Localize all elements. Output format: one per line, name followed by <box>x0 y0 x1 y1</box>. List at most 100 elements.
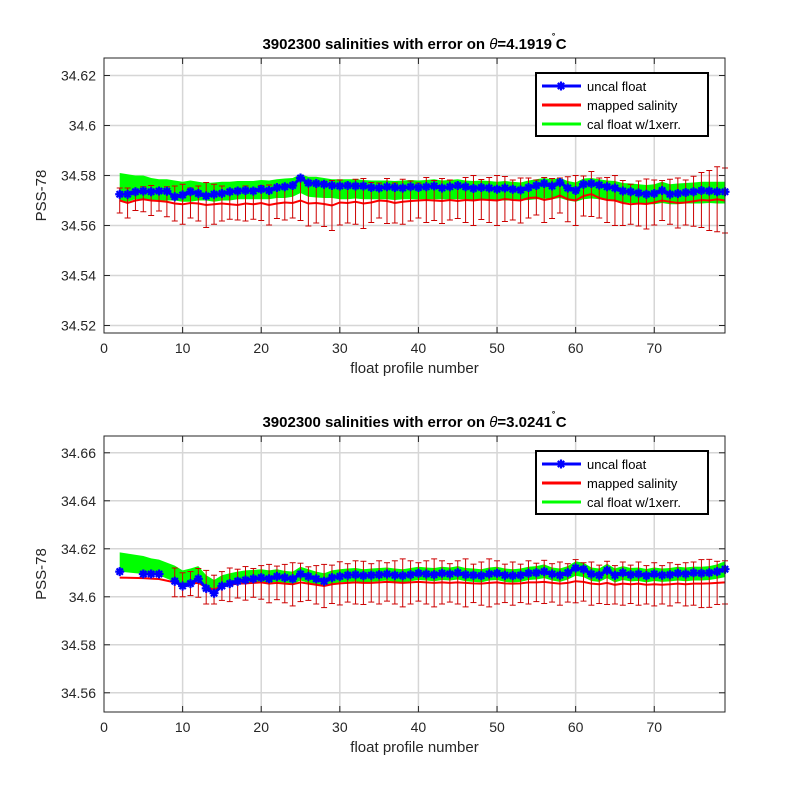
uncal-float-marker <box>288 574 298 584</box>
title-degree: ˚ <box>552 411 556 423</box>
uncal-float-marker <box>437 183 447 193</box>
uncal-float-marker <box>555 570 565 580</box>
uncal-float-marker <box>272 571 282 581</box>
uncal-float-marker <box>704 186 714 196</box>
uncal-float-marker <box>618 186 628 196</box>
legend-uncal-float-marker <box>556 459 566 469</box>
title-value: =4.1919 <box>497 36 552 53</box>
uncal-float-marker <box>319 576 329 586</box>
uncal-float-marker <box>547 181 557 191</box>
legend: uncal float mapped salinity cal float w/1x… <box>535 72 709 137</box>
errorbar <box>313 565 320 605</box>
uncal-float-marker <box>335 571 345 581</box>
uncal-float-marker <box>579 564 589 574</box>
errorbar <box>439 560 446 605</box>
uncal-float-marker <box>571 563 581 573</box>
uncal-float-marker <box>696 186 706 195</box>
uncal-float-marker <box>209 588 219 598</box>
errorbar <box>328 564 335 605</box>
uncal-float-marker <box>484 183 494 193</box>
errorbar <box>399 558 406 608</box>
uncal-float-marker <box>641 189 651 199</box>
errorbar <box>643 178 650 230</box>
errorbar <box>666 562 673 607</box>
legend-uncal-float-marker <box>556 81 566 91</box>
uncal-float-marker <box>366 183 376 192</box>
uncal-float-marker <box>390 183 400 192</box>
uncal-float-marker <box>178 581 188 591</box>
errorbar <box>171 185 178 222</box>
uncal-float-marker <box>594 570 604 580</box>
uncal-float-marker <box>508 184 518 194</box>
uncal-float-marker <box>594 180 604 190</box>
x-tick-label: 70 <box>646 340 662 356</box>
errorbar <box>376 560 383 605</box>
x-tick-label: 40 <box>411 340 427 356</box>
uncal-float-marker <box>240 186 250 195</box>
uncal-float-marker <box>634 569 644 579</box>
uncal-float-marker <box>516 570 526 580</box>
uncal-float-marker <box>523 183 533 192</box>
uncal-float-marker <box>138 186 148 196</box>
uncal-float-marker <box>296 173 306 183</box>
errorbar <box>203 182 210 228</box>
title-unit: C <box>556 414 567 431</box>
uncal-float-marker <box>539 179 549 188</box>
x-tick-label: 30 <box>332 340 348 356</box>
uncal-float-marker <box>256 184 266 194</box>
uncal-float-marker <box>461 570 471 580</box>
title-theta: θ <box>489 36 497 53</box>
uncal-float-marker <box>492 184 502 194</box>
x-tick-label: 50 <box>489 340 505 356</box>
uncal-float-marker <box>649 569 659 579</box>
uncal-float-marker <box>390 570 400 580</box>
uncal-float-marker <box>382 569 392 579</box>
title-value: =3.0241 <box>497 414 552 431</box>
uncal-float-marker <box>319 179 329 189</box>
top-axes: 0 10 20 30 40 50 60 70 34.52 34.54 34.56 34.58 34.6 3… <box>33 33 730 377</box>
uncal-float-marker <box>445 182 455 192</box>
uncal-float-marker <box>602 565 612 575</box>
errorbar <box>368 563 375 603</box>
uncal-float-marker <box>225 187 235 197</box>
uncal-float-marker <box>327 181 337 190</box>
uncal-float-marker <box>256 573 266 583</box>
legend: uncal float mapped salinity cal float w/1x… <box>535 450 709 515</box>
uncal-float-marker <box>162 186 172 196</box>
errorbar <box>588 561 595 606</box>
uncal-float-marker <box>115 567 125 577</box>
uncal-float-marker <box>531 568 541 578</box>
chart-title: 3902300 salinities with error on θ=4.191… <box>262 33 566 53</box>
x-tick-label: 60 <box>568 340 584 356</box>
errorbar <box>360 560 367 605</box>
uncal-float-marker <box>429 570 439 580</box>
uncal-float-marker <box>382 182 392 192</box>
uncal-float-marker <box>649 189 659 198</box>
uncal-float-marker <box>673 189 683 198</box>
y-tick-label: 34.54 <box>61 268 96 284</box>
uncal-float-marker <box>626 187 636 197</box>
uncal-float-marker <box>248 574 258 584</box>
x-tick-label: 20 <box>253 340 269 356</box>
uncal-float-marker <box>193 574 203 584</box>
uncal-float-marker <box>453 568 463 578</box>
legend-mapped-salinity-label: mapped salinity <box>587 476 678 491</box>
uncal-float-marker <box>351 570 361 580</box>
x-tick-label: 10 <box>175 340 191 356</box>
y-tick-label: 34.6 <box>69 589 96 605</box>
uncal-float-marker <box>484 569 494 579</box>
legend-cal-float-label: cal float w/1xerr. <box>587 117 681 132</box>
uncal-float-marker <box>154 569 164 579</box>
errorbar <box>556 561 563 606</box>
uncal-float-marker <box>170 576 180 586</box>
errorbar <box>478 561 485 606</box>
uncal-float-marker <box>272 183 282 192</box>
errorbar <box>674 177 681 229</box>
uncal-float-marker <box>343 181 353 190</box>
legend-uncal-float-label: uncal float <box>587 79 647 94</box>
mapped-salinity-line <box>119 192 726 207</box>
errorbar <box>635 561 642 606</box>
uncal-float-marker <box>476 571 486 581</box>
uncal-float-marker <box>547 569 557 579</box>
uncal-float-marker <box>358 571 368 581</box>
